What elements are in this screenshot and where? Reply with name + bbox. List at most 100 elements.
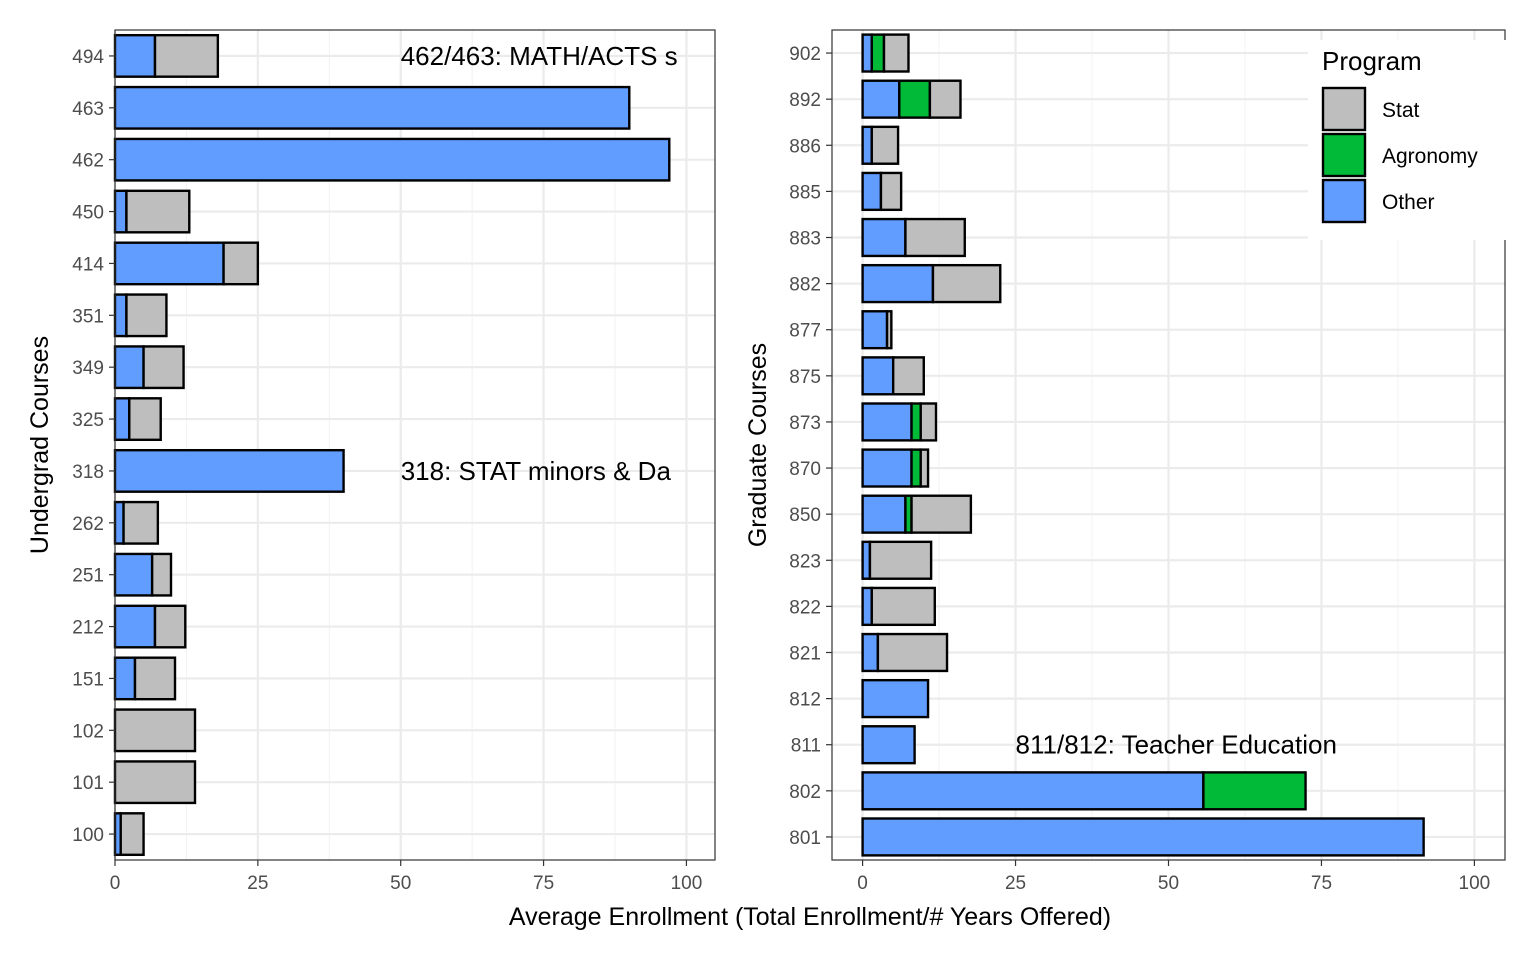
y-tick-label: 100 (72, 825, 104, 846)
y-tick-label: 877 (789, 321, 821, 342)
y-tick-label: 873 (789, 413, 821, 434)
bar-151-stat (133, 656, 177, 701)
bar-886-stat (870, 125, 900, 165)
x-tick-label: 75 (533, 873, 554, 894)
y-tick-label: 882 (789, 275, 821, 296)
bar-262-other (113, 500, 125, 545)
bar-882-other (861, 263, 935, 304)
bar-875-other (861, 356, 895, 396)
y-tick-label: 885 (789, 182, 821, 203)
x-axis-title: Average Enrollment (Total Enrollment/# Y… (509, 903, 1111, 931)
bar-886-other (861, 125, 873, 165)
bar-801-other (861, 817, 1425, 857)
bar-823-stat (868, 540, 933, 580)
bar-873-stat (919, 402, 938, 442)
bar-822-stat (870, 586, 936, 627)
bar-811-other (861, 725, 916, 765)
y-tick-label: 870 (789, 459, 821, 480)
bar-450-other (113, 189, 128, 234)
y-tick-label: 151 (72, 669, 104, 690)
y-tick-label: 318 (72, 462, 104, 483)
y-tick-label: 262 (72, 514, 104, 535)
legend-label-agronomy: Agronomy (1382, 145, 1478, 168)
y-tick-label: 823 (789, 551, 821, 572)
y-tick-label: 462 (72, 151, 104, 172)
bar-877-stat (885, 310, 893, 350)
y-tick-label: 812 (789, 690, 821, 711)
graduate-bars (861, 33, 1425, 857)
bar-450-stat (125, 189, 191, 234)
bar-883-other (861, 217, 907, 258)
y-tick-label: 883 (789, 229, 821, 250)
y-tick-label: 902 (789, 44, 821, 65)
annotation: 811/812: Teacher Education (1016, 730, 1337, 760)
y-tick-label: 822 (789, 597, 821, 618)
bar-812-other (861, 678, 930, 719)
undergrad-annotations: 462/463: MATH/ACTS s 318: STAT minors & D… (401, 41, 678, 486)
undergrad-x-axis: 0 25 50 75 100 (110, 860, 703, 894)
bar-494-stat (153, 33, 220, 78)
undergrad-panel-border (114, 29, 716, 861)
y-tick-label: 811 (791, 736, 821, 757)
bar-151-other (113, 656, 137, 701)
bar-877-other (861, 310, 889, 350)
x-tick-label: 0 (110, 873, 121, 894)
undergrad-y-axis: 494 463 462 450 414 351 349 325 318 262 251 212 151 1… (72, 47, 115, 846)
bar-212-stat (153, 604, 187, 649)
bar-212-other (113, 604, 157, 649)
bar-251-stat (150, 552, 173, 597)
bar-902-other (861, 33, 873, 73)
bar-463-other (113, 85, 631, 130)
bar-802-other (861, 771, 1205, 811)
bar-875-stat (891, 356, 925, 396)
undergrad-bars (113, 33, 671, 857)
legend-title: Program (1322, 46, 1422, 76)
undergrad-y-axis-title: Undergrad Courses (26, 336, 54, 554)
graduate-x-axis: 0 25 50 75 100 (857, 860, 1490, 894)
y-tick-label: 102 (72, 721, 104, 742)
undergrad-panel: 462/463: MATH/ACTS s 318: STAT minors & D… (26, 29, 716, 894)
bar-351-other (113, 293, 128, 338)
x-tick-label: 25 (247, 873, 268, 894)
y-tick-label: 101 (72, 773, 104, 794)
bar-101-stat (113, 760, 197, 805)
x-tick-label: 0 (857, 873, 868, 894)
x-tick-label: 100 (671, 873, 703, 894)
y-tick-label: 886 (789, 136, 821, 157)
x-tick-label: 50 (390, 873, 411, 894)
y-tick-label: 494 (72, 47, 104, 68)
y-tick-label: 850 (789, 505, 821, 526)
y-tick-label: 325 (72, 410, 104, 431)
y-tick-label: 212 (72, 618, 104, 639)
bar-892-agronomy (898, 79, 932, 119)
graduate-y-axis-title: Graduate Courses (744, 343, 772, 547)
bar-902-stat (882, 33, 910, 73)
legend-label-other: Other (1382, 191, 1435, 214)
bar-102-stat (113, 708, 197, 753)
y-tick-label: 892 (789, 90, 821, 111)
bar-870-agronomy (910, 448, 922, 488)
graduate-annotations: 811/812: Teacher Education (1016, 730, 1337, 760)
bar-262-stat (122, 500, 160, 545)
bar-100-stat (119, 812, 145, 857)
y-tick-label: 463 (72, 99, 104, 120)
y-tick-label: 349 (72, 358, 104, 379)
bar-883-stat (904, 217, 966, 258)
y-tick-label: 251 (72, 566, 104, 587)
annotation: 318: STAT minors & Da (401, 456, 672, 486)
x-tick-label: 25 (1005, 873, 1026, 894)
y-tick-label: 450 (72, 203, 104, 224)
bar-885-stat (879, 171, 903, 212)
bar-821-other (861, 632, 880, 673)
bar-494-other (113, 33, 157, 78)
bar-822-other (861, 586, 873, 627)
bar-351-stat (125, 293, 168, 338)
bar-414-stat (222, 241, 260, 286)
y-tick-label: 351 (72, 306, 104, 327)
y-tick-label: 875 (789, 367, 821, 388)
bar-870-other (861, 448, 913, 488)
bar-885-other (861, 171, 883, 212)
legend-swatch-other (1321, 178, 1367, 224)
legend: Program Stat Agronomy Other (1308, 40, 1506, 240)
bar-802-agronomy (1202, 771, 1307, 811)
